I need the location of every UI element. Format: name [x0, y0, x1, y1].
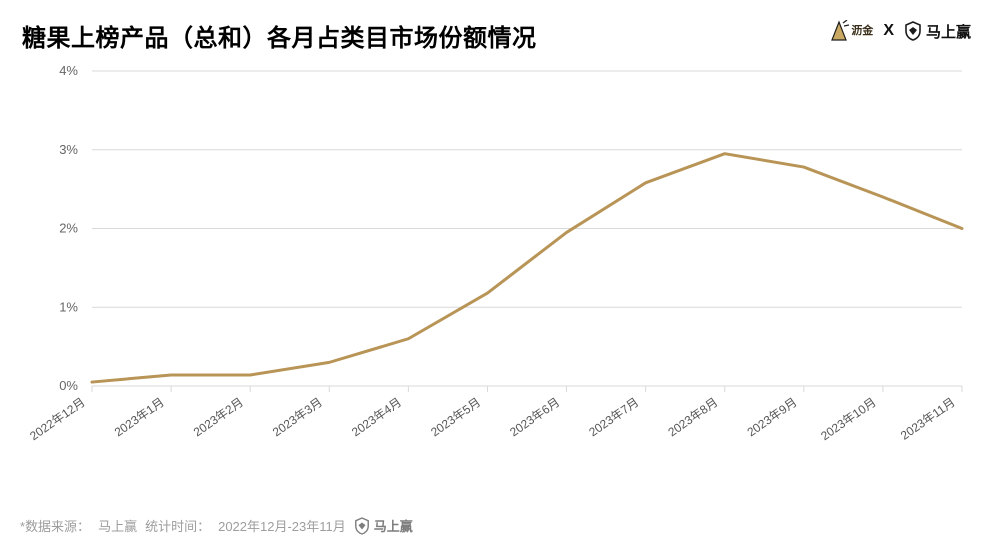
x-tick-label: 2023年10月 — [818, 395, 878, 443]
brand-left-text: 沥金 — [851, 26, 873, 37]
y-tick-label: 4% — [59, 63, 78, 78]
brand-right: 马上赢 — [904, 21, 971, 42]
brand-left: 沥金 — [829, 20, 873, 42]
footnote-source-label: *数据来源： — [20, 516, 90, 535]
chart-container: 糖果上榜产品（总和）各月占类目市场份额情况 沥金 X 马上赢 0%1%2%3%4… — [0, 0, 995, 547]
x-tick-label: 2023年9月 — [745, 395, 800, 439]
brand-mid-x: X — [883, 22, 894, 40]
brand-left-icon — [829, 20, 849, 42]
x-tick-label: 2023年4月 — [349, 395, 404, 439]
footnote-period-value: 2022年12月-23年11月 — [218, 516, 346, 535]
footnote-brand-text: 马上赢 — [374, 516, 413, 535]
brand-block: 沥金 X 马上赢 — [829, 20, 971, 42]
footnote: *数据来源： 马上赢 统计时间： 2022年12月-23年11月 马上赢 — [20, 516, 413, 535]
y-tick-label: 2% — [59, 221, 78, 236]
y-tick-label: 0% — [59, 378, 78, 393]
x-tick-label: 2022年12月 — [27, 395, 87, 443]
line-chart: 0% 1% 2% 3% 4% 2022年12月 2023年1月 2023年2月 2023年3月 2… — [22, 61, 973, 491]
data-line — [92, 154, 962, 382]
x-tick-label: 2023年11月 — [898, 395, 958, 443]
x-tick-label: 2023年8月 — [665, 395, 720, 439]
y-tick-label: 1% — [59, 299, 78, 314]
brand-right-text: 马上赢 — [926, 21, 971, 42]
x-tick-label: 2023年2月 — [191, 395, 246, 439]
x-tick-label: 2023年7月 — [586, 395, 641, 439]
shield-icon — [354, 517, 370, 535]
x-tick-label: 2023年6月 — [507, 395, 562, 439]
y-tick-label: 3% — [59, 142, 78, 157]
x-tick-label: 2023年1月 — [112, 395, 167, 439]
footnote-period-label: 统计时间： — [145, 516, 210, 535]
footnote-source-value: 马上赢 — [98, 516, 137, 535]
chart-area: 0% 1% 2% 3% 4% 2022年12月 2023年1月 2023年2月 2023年3月 2… — [22, 61, 973, 491]
x-tick-label: 2023年3月 — [270, 395, 325, 439]
shield-icon — [904, 21, 922, 41]
footnote-brand: 马上赢 — [354, 516, 413, 535]
x-tick-label: 2023年5月 — [428, 395, 483, 439]
